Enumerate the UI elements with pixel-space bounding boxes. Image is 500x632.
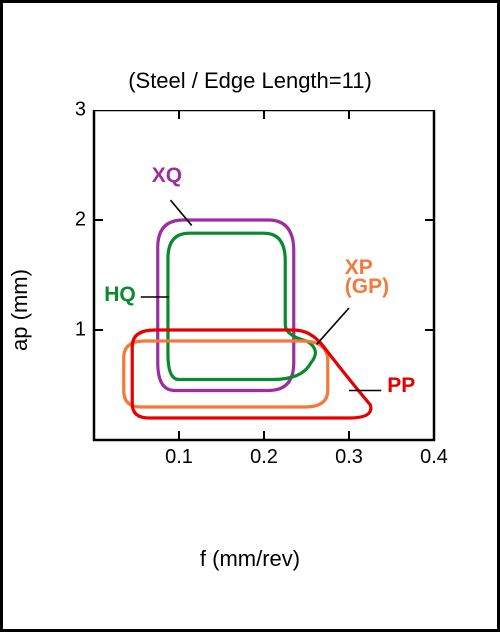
annotation-xp: XP(GP) — [345, 258, 389, 298]
annotation-label: HQ — [104, 285, 136, 305]
plot-root — [50, 110, 450, 450]
annotation-pp: PP — [387, 376, 415, 396]
annotation-label: XP — [345, 258, 389, 278]
xtick-label: 0.3 — [335, 446, 363, 469]
chart-container: (Steel / Edge Length=11) ap (mm) f (mm/r… — [50, 110, 450, 510]
region-xq — [158, 220, 294, 391]
annotation-label: PP — [387, 376, 415, 396]
y-axis-label: ap (mm) — [7, 269, 33, 351]
annotation-xq: XQ — [152, 166, 182, 186]
annotation-sublabel: (GP) — [345, 277, 389, 297]
xtick-label: 0.1 — [165, 446, 193, 469]
xtick-label: 0.4 — [420, 446, 448, 469]
annotation-hq: HQ — [104, 285, 136, 305]
xtick-label: 0.2 — [250, 446, 278, 469]
chart-title: (Steel / Edge Length=11) — [50, 68, 450, 94]
ytick-label: 2 — [56, 209, 86, 232]
ytick-label: 1 — [56, 319, 86, 342]
leader-xp — [317, 308, 349, 344]
x-axis-label: f (mm/rev) — [50, 546, 450, 572]
annotation-label: XQ — [152, 166, 182, 186]
ytick-label: 3 — [56, 99, 86, 122]
